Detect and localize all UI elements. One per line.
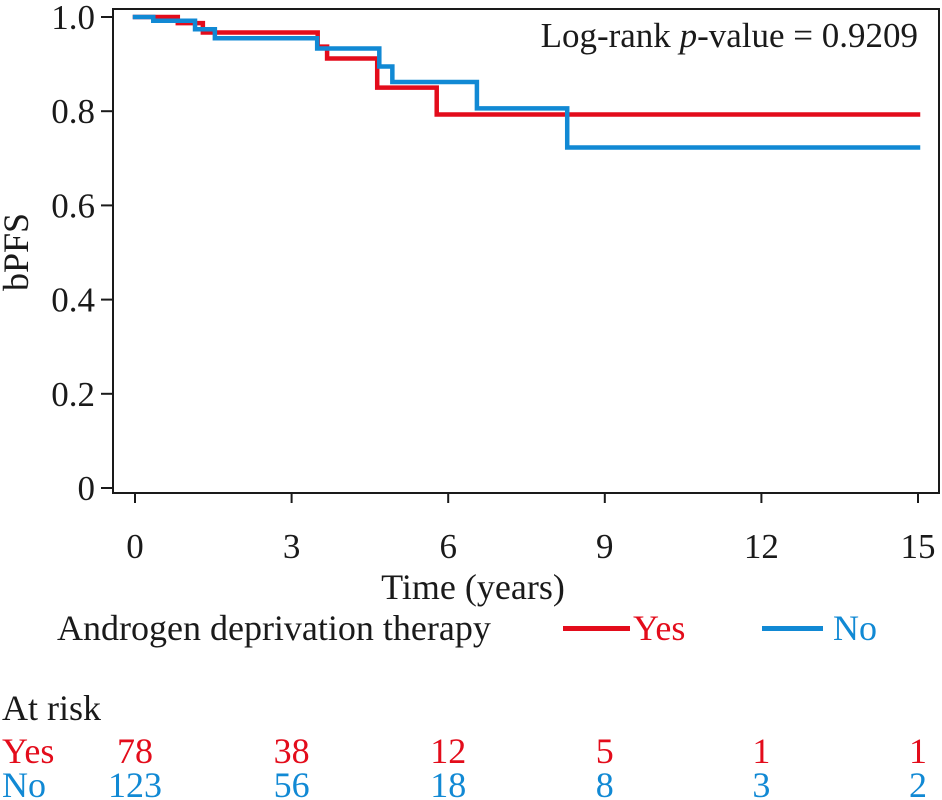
at-risk-count-no-t9: 8	[596, 765, 614, 800]
at-risk-count-yes-t9: 5	[596, 731, 614, 771]
at-risk-row-label-no: No	[2, 765, 46, 800]
legend-line-swatch-yes	[563, 626, 630, 631]
at-risk-count-no-t15: 2	[909, 765, 927, 800]
x-tick-label: 9	[596, 527, 614, 566]
at-risk-count-yes-t15: 1	[909, 731, 927, 771]
plot-frame	[112, 8, 940, 494]
y-tick-label: 0.4	[51, 281, 95, 320]
pvalue-text-suffix: -value = 0.9209	[697, 16, 918, 55]
y-tick-label: 0.2	[51, 375, 95, 414]
y-tick-label: 0.8	[51, 92, 95, 131]
y-tick-label: 0	[78, 469, 96, 508]
legend: Androgen deprivation therapy Yes No	[0, 610, 942, 654]
x-tick-label: 6	[439, 527, 457, 566]
at-risk-count-no-t0: 123	[108, 765, 162, 800]
x-tick-label: 15	[901, 527, 936, 566]
at-risk-row-label-yes: Yes	[2, 731, 54, 771]
legend-label-no: No	[833, 608, 877, 648]
pvalue-annotation: Log-rank p-value = 0.9209	[541, 18, 918, 53]
legend-label-yes: Yes	[633, 608, 686, 648]
survival-curve-no	[132, 14, 921, 150]
at-risk-count-yes-t6: 12	[430, 731, 466, 771]
legend-title: Androgen deprivation therapy	[57, 608, 491, 648]
x-axis-label: Time (years)	[381, 567, 565, 607]
y-axis-label: bPFS	[0, 213, 36, 291]
y-tick-label: 0.6	[51, 186, 95, 225]
at-risk-count-no-t12: 3	[752, 765, 770, 800]
legend-line-swatch-no	[762, 626, 823, 631]
y-tick-label: 1.0	[51, 0, 95, 37]
at-risk-count-no-t3: 56	[274, 765, 310, 800]
at-risk-count-yes-t3: 38	[274, 731, 310, 771]
x-tick-label: 12	[744, 527, 779, 566]
pvalue-text-prefix: Log-rank	[540, 16, 680, 55]
x-tick-label: 0	[126, 527, 144, 566]
at-risk-header: At risk	[2, 688, 101, 728]
pvalue-text-italic-p: p	[679, 16, 698, 55]
at-risk-count-yes-t12: 1	[752, 731, 770, 771]
at-risk-count-yes-t0: 78	[117, 731, 153, 771]
x-tick-label: 3	[283, 527, 301, 566]
at-risk-count-no-t6: 18	[430, 765, 466, 800]
